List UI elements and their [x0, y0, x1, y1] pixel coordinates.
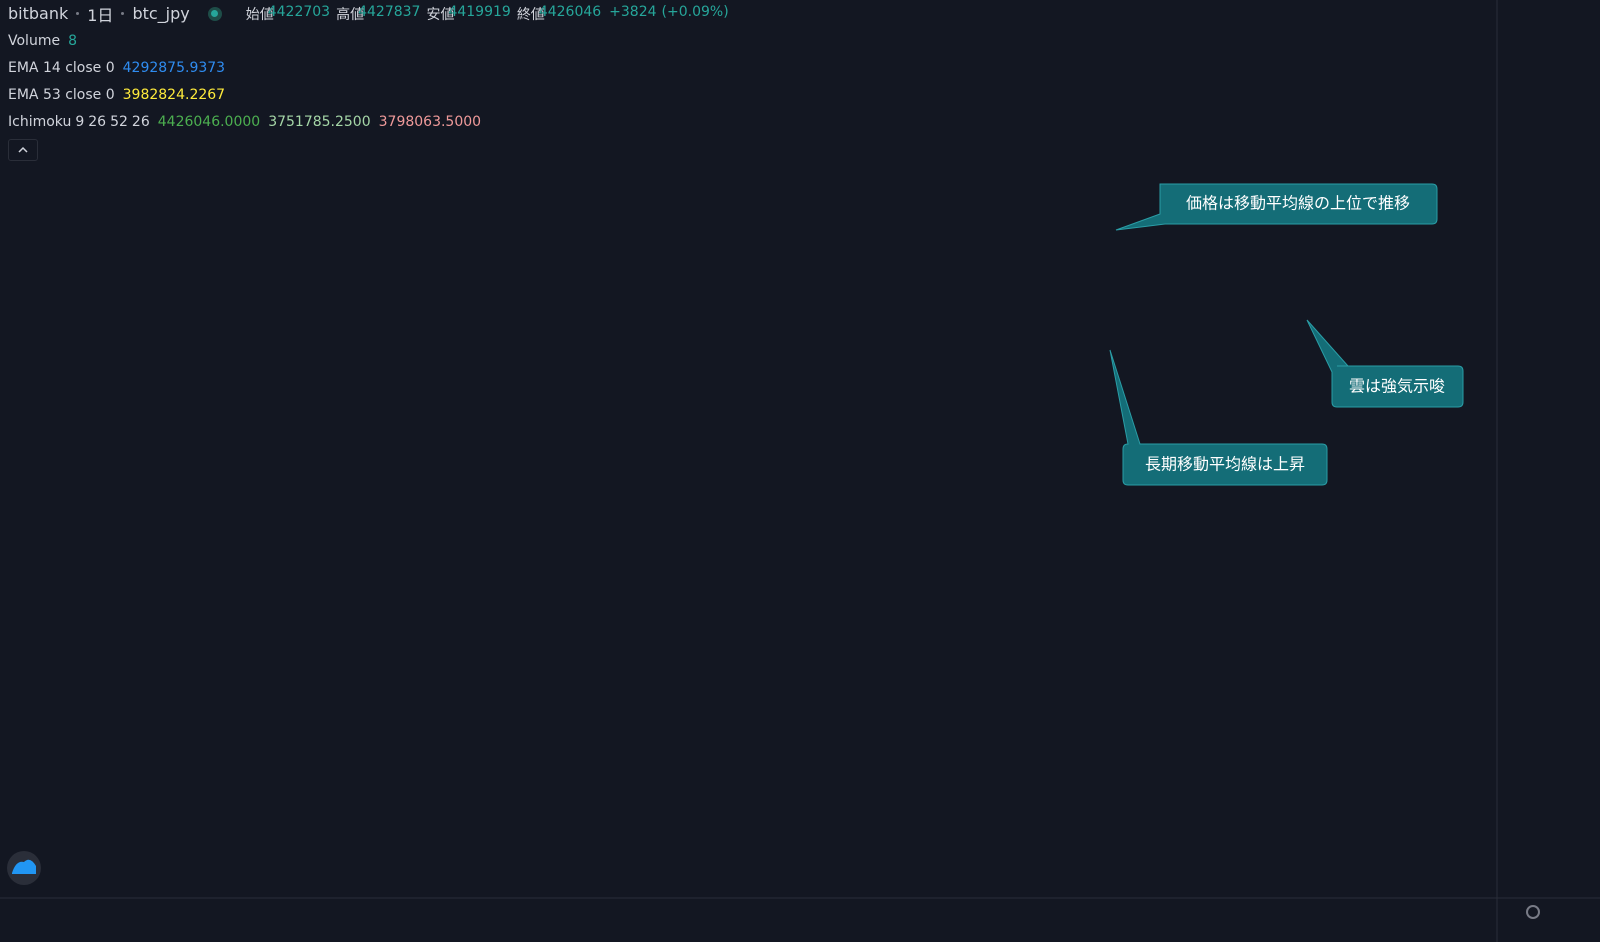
indicator-param: 26	[131, 113, 150, 130]
indicator-param: 52	[110, 113, 128, 130]
exchange: bitbank	[8, 4, 69, 23]
ohlc-label: 始値	[245, 6, 274, 23]
settings-icon[interactable]	[1526, 905, 1540, 919]
indicator-value: 8	[68, 32, 77, 49]
logo-cloud	[12, 859, 36, 874]
indicator-name: Volume	[8, 32, 61, 49]
callout-box	[1109, 349, 1328, 486]
ohlc-label: 終値	[516, 6, 545, 23]
ohlc-value: 4419919	[448, 3, 511, 20]
status-dot	[207, 6, 222, 21]
chevron-path	[18, 146, 28, 153]
separator	[121, 12, 125, 15]
callout-box	[1306, 319, 1464, 408]
legend: bitbank 1日 btc_jpy 始値 4422703 高値 4427837 安…	[8, 0, 729, 161]
ohlc: 始値 4422703 高値 4427837 安値 4419919 終値 4426046 …	[240, 4, 729, 24]
separator	[76, 12, 80, 15]
ohlc-label: 安値	[426, 6, 455, 23]
indicator-value: 4426046.0000	[157, 113, 261, 130]
indicator-param: 26	[88, 113, 107, 130]
indicator-value: 3751785.2500	[268, 113, 371, 130]
ichimoku-legend: Ichimoku 9 26 52 26 4426046.0000 3751785…	[8, 108, 729, 135]
indicator-value: 4292875.9373	[122, 59, 226, 76]
collapse-button[interactable]	[8, 139, 38, 161]
annotation-text: 長期移動平均線は上昇	[1145, 455, 1305, 474]
interval: 1日	[87, 5, 114, 25]
ohlc-value: 4422703	[267, 3, 331, 20]
annotation: 長期移動平均線は上昇	[1109, 349, 1328, 486]
indicator-param: 9	[75, 113, 85, 130]
pair: btc_jpy	[132, 4, 190, 23]
annotation-text: 価格は移動平均線の上位で推移	[1186, 194, 1410, 213]
callout-box	[1115, 183, 1438, 231]
chevron	[18, 146, 28, 153]
indicator-value: 3798063.5000	[378, 113, 482, 130]
volume-legend: Volume 8	[8, 27, 729, 54]
indicator-name: EMA 14 close 0	[8, 59, 115, 76]
indicator-name: EMA 53 close 0	[8, 86, 115, 103]
symbol-row: bitbank 1日 btc_jpy 始値 4422703 高値 4427837 安…	[8, 0, 729, 27]
indicator-name: Ichimoku	[8, 113, 72, 130]
change-pct: (+0.09%)	[661, 3, 729, 20]
ohlc-value: 4427837	[358, 3, 421, 20]
ohlc-label: 高値	[336, 6, 365, 23]
annotation: 価格は移動平均線の上位で推移	[1115, 183, 1438, 231]
indicator-value: 3982824.2267	[122, 86, 226, 103]
ema-legend: EMA 14 close 0 4292875.9373	[8, 54, 729, 81]
ema-legend: EMA 53 close 0 3982824.2267	[8, 81, 729, 108]
annotation: 雲は強気示唆	[1306, 319, 1464, 408]
annotation-text: 雲は強気示唆	[1349, 377, 1445, 396]
change: +3824	[609, 3, 657, 20]
status-dot-inner	[211, 10, 219, 17]
ohlc-value: 4426046	[538, 3, 602, 20]
